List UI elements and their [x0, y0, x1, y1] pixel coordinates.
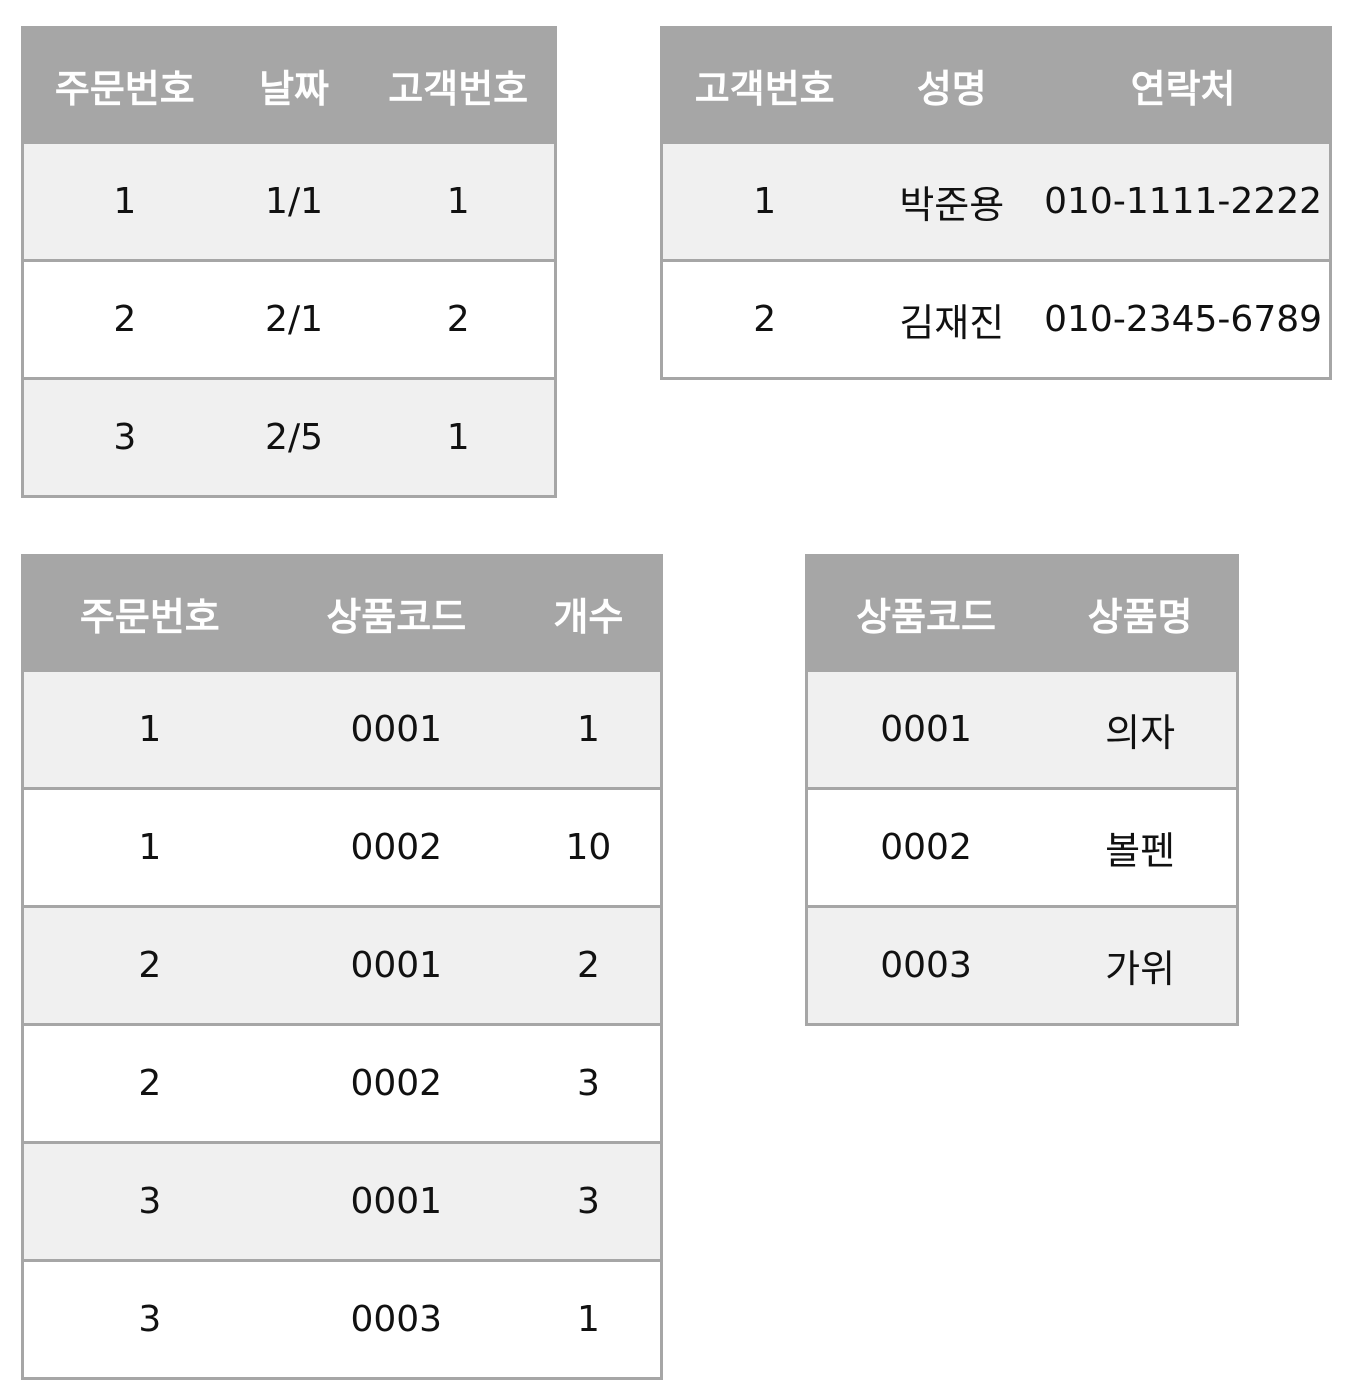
column-header-date: 날짜 [225, 27, 363, 143]
cell-name: 김재진 [866, 259, 1038, 379]
cell-product-code: 0002 [806, 787, 1045, 907]
orders-table: 주문번호 날짜 고객번호 1 1/1 1 2 2/1 2 3 2/5 1 [21, 26, 557, 498]
cell-quantity: 1 [516, 669, 662, 789]
cell-product-code: 0002 [275, 1023, 517, 1143]
column-header-customer-no: 고객번호 [661, 27, 867, 143]
table-row: 1 0001 1 [22, 669, 662, 789]
cell-product-code: 0003 [806, 905, 1045, 1025]
cell-quantity: 2 [516, 905, 662, 1025]
cell-order-no: 1 [22, 669, 276, 789]
column-header-name: 성명 [866, 27, 1038, 143]
cell-product-name: 볼펜 [1044, 787, 1238, 907]
column-header-product-name: 상품명 [1044, 555, 1238, 671]
cell-contact: 010-1111-2222 [1037, 141, 1331, 261]
cell-order-no: 2 [22, 905, 276, 1025]
table-row: 0003 가위 [806, 905, 1238, 1025]
cell-order-no: 2 [22, 1023, 276, 1143]
table-row: 0002 볼펜 [806, 787, 1238, 907]
cell-customer-no: 2 [661, 259, 867, 379]
table-row: 2 0002 3 [22, 1023, 662, 1143]
order-items-table: 주문번호 상품코드 개수 1 0001 1 1 0002 10 2 0001 2… [21, 554, 663, 1380]
table-row: 3 0001 3 [22, 1141, 662, 1261]
products-header-row: 상품코드 상품명 [806, 555, 1238, 671]
cell-contact: 010-2345-6789 [1037, 259, 1331, 379]
orders-header-row: 주문번호 날짜 고객번호 [22, 27, 556, 143]
cell-order-no: 1 [22, 787, 276, 907]
cell-product-code: 0001 [806, 669, 1045, 789]
cell-product-code: 0001 [275, 1141, 517, 1261]
table-row: 3 2/5 1 [22, 377, 556, 497]
table-row: 2 김재진 010-2345-6789 [661, 259, 1331, 379]
order-items-header-row: 주문번호 상품코드 개수 [22, 555, 662, 671]
column-header-product-code: 상품코드 [806, 555, 1045, 671]
column-header-order-no: 주문번호 [22, 27, 226, 143]
column-header-customer-no: 고객번호 [362, 27, 556, 143]
table-row: 2 0001 2 [22, 905, 662, 1025]
cell-quantity: 10 [516, 787, 662, 907]
table-row: 3 0003 1 [22, 1259, 662, 1379]
cell-order-no: 1 [22, 141, 226, 261]
cell-quantity: 3 [516, 1023, 662, 1143]
cell-customer-no: 1 [362, 141, 556, 261]
customers-table: 고객번호 성명 연락처 1 박준용 010-1111-2222 2 김재진 01… [660, 26, 1332, 380]
cell-order-no: 2 [22, 259, 226, 379]
cell-order-no: 3 [22, 1259, 276, 1379]
cell-quantity: 3 [516, 1141, 662, 1261]
cell-date: 2/5 [225, 377, 363, 497]
cell-date: 1/1 [225, 141, 363, 261]
table-row: 0001 의자 [806, 669, 1238, 789]
cell-customer-no: 1 [661, 141, 867, 261]
cell-product-code: 0002 [275, 787, 517, 907]
cell-order-no: 3 [22, 1141, 276, 1261]
column-header-product-code: 상품코드 [275, 555, 517, 671]
cell-quantity: 1 [516, 1259, 662, 1379]
cell-customer-no: 2 [362, 259, 556, 379]
column-header-quantity: 개수 [516, 555, 662, 671]
cell-product-code: 0001 [275, 669, 517, 789]
cell-product-code: 0003 [275, 1259, 517, 1379]
table-row: 2 2/1 2 [22, 259, 556, 379]
table-row: 1 박준용 010-1111-2222 [661, 141, 1331, 261]
table-row: 1 1/1 1 [22, 141, 556, 261]
cell-product-name: 의자 [1044, 669, 1238, 789]
cell-product-code: 0001 [275, 905, 517, 1025]
cell-product-name: 가위 [1044, 905, 1238, 1025]
cell-customer-no: 1 [362, 377, 556, 497]
cell-date: 2/1 [225, 259, 363, 379]
column-header-contact: 연락처 [1037, 27, 1331, 143]
products-table: 상품코드 상품명 0001 의자 0002 볼펜 0003 가위 [805, 554, 1239, 1026]
cell-order-no: 3 [22, 377, 226, 497]
table-row: 1 0002 10 [22, 787, 662, 907]
cell-name: 박준용 [866, 141, 1038, 261]
customers-header-row: 고객번호 성명 연락처 [661, 27, 1331, 143]
column-header-order-no: 주문번호 [22, 555, 276, 671]
